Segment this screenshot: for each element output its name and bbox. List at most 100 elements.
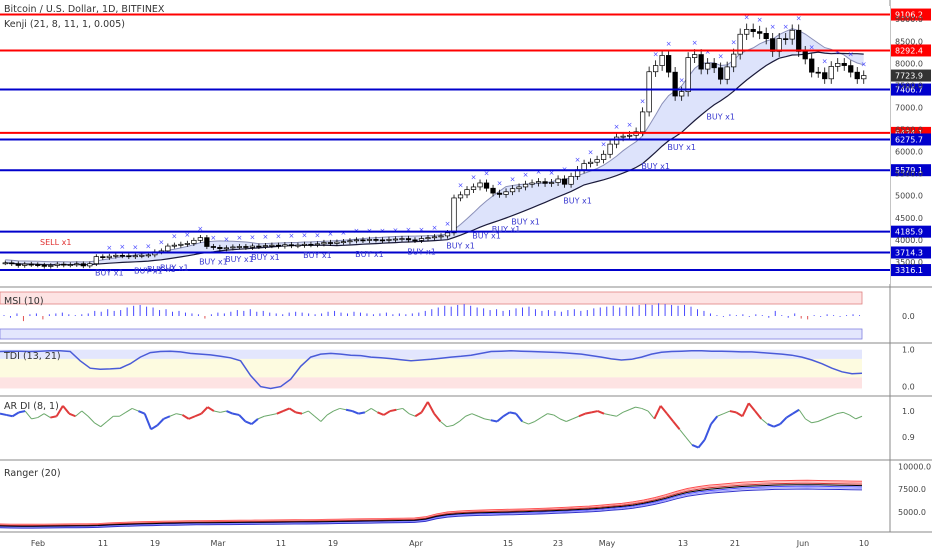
ranger-line: [0, 485, 863, 528]
buy-label: BUY x1: [511, 218, 540, 227]
signal-cross-marker: ×: [471, 173, 477, 181]
signal-cross-marker: ×: [262, 233, 268, 241]
candle: [236, 246, 243, 248]
candle: [529, 182, 535, 185]
candle: [705, 63, 711, 70]
signal-cross-marker: ×: [432, 224, 438, 232]
ar-di-segment: [12, 411, 20, 418]
signal-cross-marker: ×: [393, 226, 399, 234]
level-tag: [891, 246, 931, 259]
ar-di-segment: [597, 410, 605, 415]
candle: [288, 244, 295, 247]
candle: [282, 244, 288, 247]
candle: [93, 256, 99, 265]
candle: [399, 238, 405, 240]
ar-di-segment: [679, 428, 687, 438]
candle: [119, 254, 125, 257]
ar-di-segment: [433, 413, 442, 423]
signal-cross-marker: ×: [536, 168, 542, 176]
signal-cross-marker: ×: [744, 14, 750, 22]
signal-cross-marker: ×: [640, 97, 646, 105]
buy-label: BUY x1: [303, 251, 332, 260]
ar-di-segment: [414, 411, 423, 418]
signal-cross-marker: ×: [132, 243, 138, 251]
candle: [815, 71, 821, 74]
candle: [106, 255, 112, 258]
candle: [796, 29, 802, 52]
signal-cross-marker: ×: [588, 148, 594, 156]
level-tag: [891, 133, 931, 146]
signal-cross-marker: ×: [757, 16, 763, 24]
tdi-title: TDI (13, 21): [3, 351, 61, 362]
ar-di-segment: [176, 413, 183, 416]
buy-label: BUY x1: [225, 255, 254, 264]
buy-label: BUY x1: [641, 162, 670, 171]
ar-di-segment: [43, 413, 51, 418]
ar-di-segment: [798, 409, 806, 420]
signal-cross-marker: ×: [796, 14, 802, 22]
ar-di-segment: [94, 422, 101, 428]
chart-title: Bitcoin / U.S. Dollar, 1D, BITFINEX: [4, 4, 165, 15]
ar-di-segment: [402, 408, 410, 415]
ar-di-segment: [55, 405, 64, 417]
ar-di-segment: [496, 415, 504, 423]
ar-di-segment: [270, 413, 277, 416]
candle: [607, 143, 613, 155]
ar-di-segment: [295, 411, 303, 415]
candle: [22, 263, 28, 266]
candle: [496, 192, 503, 195]
ar-di-segment: [301, 410, 309, 415]
price-tick-label: 3500.0: [895, 258, 923, 267]
candle: [548, 182, 555, 184]
level-label: 5579.1: [895, 166, 923, 175]
ar-di-segment: [62, 405, 70, 415]
signal-cross-marker: ×: [718, 53, 724, 61]
candle: [535, 181, 542, 184]
candle: [854, 71, 860, 80]
level-label: 4185.9: [895, 228, 923, 237]
ar-di-segment: [697, 439, 706, 449]
candle: [483, 182, 490, 189]
ar-di-segment: [515, 413, 524, 423]
ar-di-segment: [0, 412, 7, 416]
ar-di-segment: [566, 418, 573, 422]
kenji-band: [5, 28, 864, 265]
ar-di-segment: [534, 417, 542, 422]
level-tag: [891, 44, 931, 57]
level-tag: [891, 164, 931, 177]
ar-di-segment: [805, 418, 812, 424]
candle: [210, 246, 216, 248]
ar-di-segment: [767, 423, 775, 428]
candle: [418, 238, 425, 241]
ar-di-segment: [452, 421, 460, 426]
ar-di-segment: [647, 410, 655, 420]
msi-lower-zone: [0, 328, 863, 340]
candle: [503, 191, 509, 195]
candle: [353, 239, 360, 242]
signal-cross-marker: ×: [301, 232, 307, 240]
ar-di-segment: [635, 406, 642, 409]
candle: [28, 263, 34, 266]
ar-di-segment: [547, 413, 554, 416]
candle: [249, 245, 256, 248]
ar-di-segment: [75, 410, 83, 417]
signal-cross-marker: ×: [406, 226, 412, 234]
candle: [587, 161, 594, 164]
candle: [191, 239, 197, 244]
signal-cross-marker: ×: [419, 226, 425, 234]
signal-cross-marker: ×: [145, 242, 151, 250]
x-tick-label: 11: [276, 539, 286, 548]
candle: [275, 244, 282, 247]
msi-panel: 0.0: [0, 291, 915, 340]
candle: [9, 262, 15, 265]
ar-di-segment: [138, 410, 146, 415]
ar-di-segment: [420, 401, 429, 413]
level-label: 3714.3: [895, 248, 923, 257]
ar-di-segment: [181, 414, 190, 420]
ar-di-segment: [358, 411, 366, 415]
buy-label: BUY x1: [134, 266, 163, 275]
msi-title: MSI (10): [4, 296, 44, 307]
buy-label: BUY x1: [563, 196, 592, 205]
signal-cross-marker: ×: [731, 39, 737, 47]
